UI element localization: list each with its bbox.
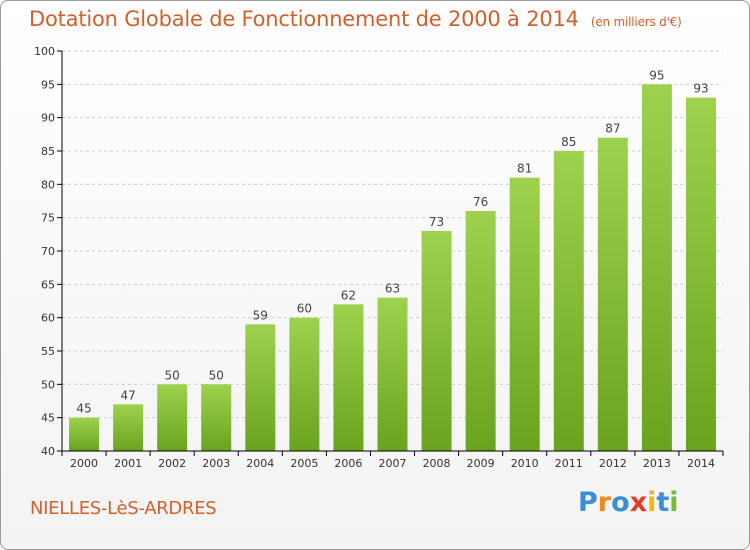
bar-layer: 45 47 50 50 59 60 62 63 73 76 81 85 87 95 93 (69, 68, 716, 452)
x-tick-label: 2006 (334, 457, 362, 470)
chart-title-text: Dotation Globale de Fonctionnement de 20… (29, 7, 579, 31)
data-label: 87 (605, 122, 620, 136)
logo-letter: i (669, 487, 679, 518)
data-label: 95 (649, 68, 664, 82)
x-tick-label: 2014 (687, 457, 715, 470)
bar (113, 404, 144, 451)
logo-letter: o (611, 487, 630, 518)
y-tick-label: 60 (41, 312, 55, 325)
y-tick-label: 45 (41, 412, 55, 425)
y-tick-label: 75 (41, 212, 55, 225)
logo-letter: t (656, 487, 670, 518)
commune-name: NIELLES-LèS-ARDRES (30, 498, 217, 519)
bar (157, 384, 188, 451)
y-tick-label: 55 (41, 345, 55, 358)
bar (421, 231, 452, 451)
bar (641, 84, 672, 451)
y-tick-label: 65 (41, 278, 55, 291)
y-tick-label: 100 (34, 45, 55, 58)
x-tick-label: 2008 (423, 457, 451, 470)
bar (289, 317, 320, 451)
data-label: 93 (693, 82, 708, 96)
bar (553, 151, 584, 451)
axis-layer: 40 45 50 55 60 65 70 75 80 85 90 95 100 2000 2001 2002 2… (34, 45, 724, 470)
y-tick-label: 70 (41, 245, 55, 258)
logo-letter: P (578, 487, 598, 518)
x-tick-label: 2011 (555, 457, 583, 470)
data-label: 50 (209, 368, 224, 382)
bar (509, 177, 540, 451)
y-tick-label: 95 (41, 78, 55, 91)
x-tick-label: 2004 (246, 457, 274, 470)
x-tick-label: 2013 (643, 457, 671, 470)
x-tick-label: 2001 (114, 457, 142, 470)
logo-letter: i (647, 487, 657, 518)
bar (333, 304, 364, 451)
data-label: 73 (429, 215, 444, 229)
data-label: 76 (473, 195, 488, 209)
bar (597, 137, 628, 451)
x-tick-label: 2003 (202, 457, 230, 470)
data-label: 60 (297, 302, 312, 316)
data-label: 85 (561, 135, 576, 149)
x-tick-label: 2010 (511, 457, 539, 470)
x-tick-label: 2007 (379, 457, 407, 470)
proxiti-logo: Proxiti (578, 487, 679, 518)
data-label: 45 (76, 402, 91, 416)
x-tick-label: 2000 (70, 457, 98, 470)
x-tick-label: 2005 (290, 457, 318, 470)
logo-letter: r (597, 487, 612, 518)
bar (377, 297, 408, 451)
data-label: 62 (341, 288, 356, 302)
bar (465, 211, 496, 451)
data-label: 59 (253, 308, 268, 322)
chart-unit: (en milliers d'€) (590, 15, 682, 29)
x-tick-label: 2002 (158, 457, 186, 470)
chart-title: Dotation Globale de Fonctionnement de 20… (29, 7, 682, 31)
y-tick-label: 80 (41, 178, 55, 191)
data-label: 81 (517, 162, 532, 176)
bar (69, 417, 100, 451)
y-tick-label: 90 (41, 112, 55, 125)
bar (245, 324, 276, 451)
y-tick-label: 85 (41, 145, 55, 158)
data-label: 63 (385, 282, 400, 296)
y-tick-label: 50 (41, 378, 55, 391)
data-label: 47 (120, 388, 135, 402)
x-tick-label: 2012 (599, 457, 627, 470)
data-label: 50 (165, 368, 180, 382)
x-tick-label: 2009 (467, 457, 495, 470)
logo-letter: x (629, 487, 648, 518)
bar (201, 384, 232, 451)
bar (685, 97, 716, 452)
y-tick-label: 40 (41, 445, 55, 458)
